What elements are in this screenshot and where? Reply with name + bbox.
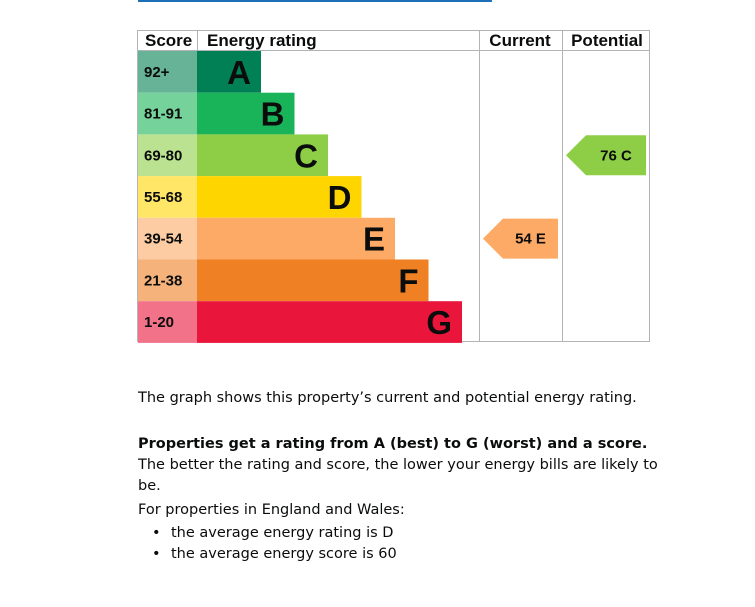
score-cell — [138, 51, 197, 93]
band-letter: A — [227, 54, 251, 91]
average-list: the average energy rating is D the avera… — [138, 523, 397, 565]
england-wales-intro: For properties in England and Wales: — [138, 501, 405, 518]
rating-bar — [197, 51, 261, 93]
rating-explanation-bold: Properties get a rating from A (best) to… — [138, 435, 648, 452]
current-arrow-label: 54 E — [515, 231, 546, 248]
rating-bar — [197, 134, 328, 177]
score-label: 92+ — [144, 64, 170, 81]
score-cell — [138, 92, 197, 135]
graph-explanation: The graph shows this property’s current … — [138, 389, 637, 406]
score-label: 81-91 — [144, 106, 182, 123]
rating-bar — [197, 176, 362, 218]
band-letter: G — [426, 304, 452, 341]
band-letter: E — [363, 221, 385, 258]
rating-explanation: Properties get a rating from A (best) to… — [138, 434, 678, 497]
rating-explanation-rest: The better the rating and score, the low… — [138, 456, 658, 494]
chart-grid — [137, 30, 650, 342]
score-label: 39-54 — [144, 231, 183, 248]
list-item: the average energy score is 60 — [152, 544, 397, 565]
list-item: the average energy rating is D — [152, 523, 397, 544]
rating-bar — [197, 92, 295, 135]
score-cell — [138, 134, 197, 177]
header-current: Current — [489, 31, 551, 50]
rating-bands: 92+ A 81-91 B 69-80 C 55-68 D 39-54 E 21-38 F 1-20 G — [138, 51, 462, 343]
score-cell — [138, 301, 197, 343]
score-label: 21-38 — [144, 272, 182, 289]
current-arrow — [483, 218, 558, 259]
rating-bar — [197, 259, 429, 302]
top-link-underline[interactable] — [138, 0, 492, 2]
score-label: 1-20 — [144, 314, 174, 331]
rating-arrows: 54 E 76 C — [483, 135, 646, 259]
score-label: 55-68 — [144, 189, 182, 206]
header-energy-rating: Energy rating — [207, 31, 317, 50]
band-letter: F — [398, 262, 418, 299]
score-cell — [138, 259, 197, 302]
band-letter: B — [261, 96, 285, 133]
header-score: Score — [145, 31, 192, 50]
score-cell — [138, 176, 197, 218]
score-cell — [138, 217, 197, 260]
header-potential: Potential — [571, 31, 643, 50]
band-letter: D — [328, 179, 352, 216]
potential-arrow — [566, 135, 646, 176]
score-label: 69-80 — [144, 147, 182, 164]
band-letter: C — [294, 137, 318, 174]
potential-arrow-label: 76 C — [600, 147, 632, 164]
rating-bar — [197, 301, 462, 343]
energy-rating-chart: Score Energy rating Current Potential 92… — [137, 30, 650, 343]
rating-bar — [197, 217, 395, 260]
